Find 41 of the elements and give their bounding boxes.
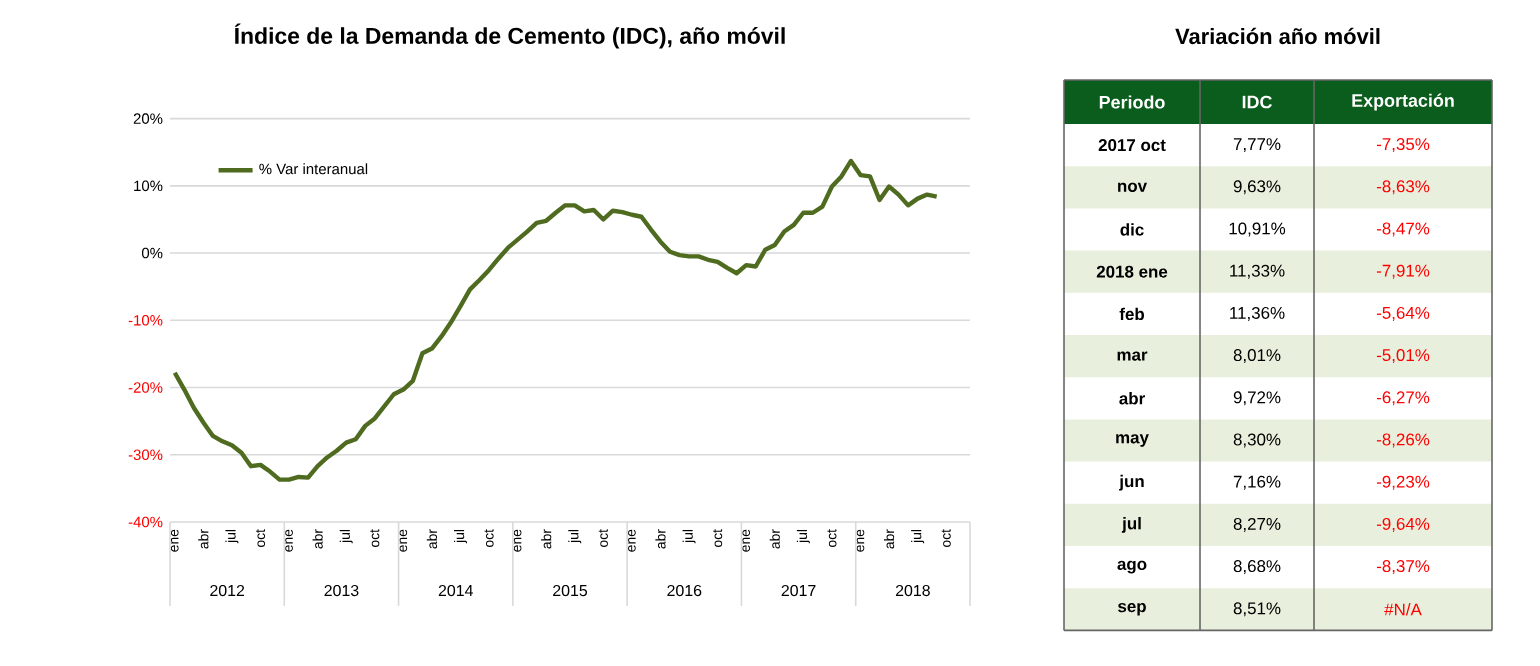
text: abr [1119, 392, 1145, 405]
text: 2018 ene [1096, 265, 1168, 278]
text: 9,63% [1233, 180, 1281, 195]
text: dic [1120, 223, 1144, 236]
text: -5,64% [1376, 306, 1430, 321]
text: Variación año móvil [1175, 27, 1380, 45]
text: -9,23% [1376, 475, 1430, 490]
text: -8,26% [1376, 433, 1430, 448]
text: -8,63% [1376, 180, 1430, 195]
text: 11,36% [1230, 306, 1285, 321]
text: 8,30% [1233, 433, 1281, 448]
text: 7,77% [1233, 138, 1281, 153]
text: may [1116, 434, 1149, 447]
text: 2017 oct [1098, 139, 1166, 152]
text: -8,37% [1376, 560, 1430, 575]
text: mar [1117, 351, 1148, 361]
text: 8,51% [1233, 602, 1281, 617]
text: -9,64% [1376, 517, 1430, 532]
text: Exportación [1352, 93, 1454, 111]
text: sep [1118, 602, 1146, 616]
text: 8,01% [1233, 349, 1281, 364]
text: -8,47% [1376, 222, 1430, 237]
text: 8,68% [1233, 560, 1281, 575]
text: #N/A [1384, 603, 1422, 616]
text: 11,33% [1230, 264, 1285, 279]
text: -7,91% [1376, 264, 1430, 279]
text: -6,27% [1376, 391, 1430, 406]
text: 7,16% [1233, 475, 1281, 490]
text: jul [1121, 517, 1141, 533]
text: IDC [1242, 95, 1272, 109]
text: 8,27% [1233, 517, 1281, 532]
text: Periodo [1099, 95, 1165, 109]
text: nov [1118, 182, 1147, 192]
text: jun [1119, 474, 1144, 491]
text: -5,01% [1376, 349, 1430, 364]
text: 9,72% [1233, 391, 1281, 406]
text: -7,35% [1376, 138, 1430, 153]
text: ago [1117, 560, 1147, 574]
chart-title: Índice de la Demanda de Cemento (IDC), año móvil [234, 23, 785, 49]
text: 10,91% [1229, 222, 1286, 237]
text: feb [1119, 307, 1145, 321]
